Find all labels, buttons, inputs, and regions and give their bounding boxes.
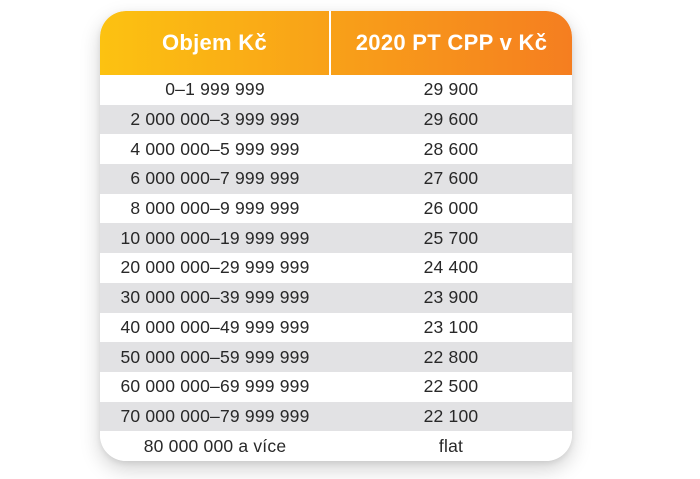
table-row: 50 000 000–59 999 999 22 800 [100,342,572,372]
header-column-divider [329,11,331,75]
objem-cell: 2 000 000–3 999 999 [130,109,300,130]
table-row: 6 000 000–7 999 999 27 600 [100,164,572,194]
cpp-cell: flat [438,435,464,456]
table-row: 4 000 000–5 999 999 28 600 [100,134,572,165]
cpp-cell: 22 800 [423,346,479,367]
table-row: 0–1 999 999 29 900 [100,75,572,105]
cpp-cell: 22 500 [423,376,479,397]
cpp-cell: 29 900 [423,79,479,100]
table-row: 8 000 000–9 999 999 26 000 [100,193,572,224]
cpp-cell: 28 600 [423,138,479,159]
cpp-cell: 23 900 [423,287,479,308]
table-row: 20 000 000–29 999 999 24 400 [100,253,572,283]
objem-cell: 0–1 999 999 [165,79,265,100]
table-row: 10 000 000–19 999 999 25 700 [100,223,572,254]
table-row: 40 000 000–49 999 999 23 100 [100,312,572,343]
objem-cell: 40 000 000–49 999 999 [120,316,310,337]
table-row: 30 000 000–39 999 999 23 900 [100,282,572,313]
cpp-cell: 24 400 [423,257,479,278]
column-header-objem: Objem Kč [161,30,268,55]
cpp-cell: 23 100 [423,316,479,337]
cpp-cell: 26 000 [423,198,479,219]
objem-cell: 70 000 000–79 999 999 [120,405,310,426]
cpp-cell: 22 100 [423,405,479,426]
objem-cell: 10 000 000–19 999 999 [120,227,310,248]
objem-cell: 30 000 000–39 999 999 [120,287,310,308]
objem-cell: 4 000 000–5 999 999 [130,138,300,159]
cpp-cell: 25 700 [423,227,479,248]
table-row: 60 000 000–69 999 999 22 500 [100,371,572,402]
column-header-cpp: 2020 PT CPP v Kč [355,30,548,55]
objem-cell: 60 000 000–69 999 999 [120,376,310,397]
cpp-cell: 29 600 [423,109,479,130]
objem-cell: 80 000 000 a více [143,435,287,456]
table-body: 0–1 999 999 29 900 2 000 000–3 999 999 2… [100,75,572,461]
table-row: 2 000 000–3 999 999 29 600 [100,104,572,135]
table-row: 70 000 000–79 999 999 22 100 [100,401,572,432]
objem-cell: 20 000 000–29 999 999 [120,257,310,278]
objem-cell: 8 000 000–9 999 999 [130,198,300,219]
objem-cell: 6 000 000–7 999 999 [130,168,300,189]
cpp-cell: 27 600 [423,168,479,189]
rate-table-card: Objem Kč 2020 PT CPP v Kč 0–1 999 999 29… [100,11,572,461]
objem-cell: 50 000 000–59 999 999 [120,346,310,367]
table-row: 80 000 000 a více flat [100,431,572,461]
table-header: Objem Kč 2020 PT CPP v Kč [100,11,572,75]
